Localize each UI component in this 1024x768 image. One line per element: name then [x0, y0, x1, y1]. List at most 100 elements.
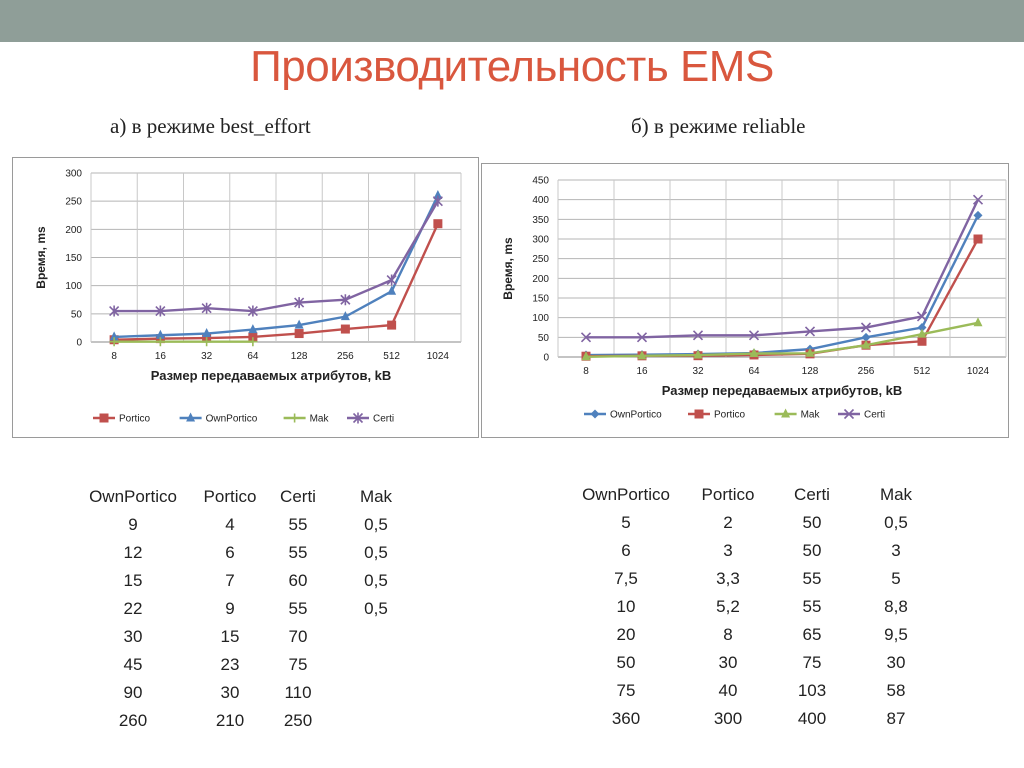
- right-table-cell: 9,5: [884, 625, 908, 644]
- left-table-cell: 15: [220, 627, 240, 646]
- point-certi: [247, 305, 258, 317]
- series-line-ownportico: [114, 195, 439, 339]
- right-table-cell: 5: [891, 569, 901, 588]
- left-table-cell: 70: [288, 627, 308, 646]
- y-tick-label: 200: [532, 274, 549, 285]
- point-portico: [917, 336, 927, 346]
- left-table-cell: 9: [225, 599, 235, 618]
- table-best-effort: OwnPortico 9 12 15 22 30 45 90 260 Portico 4 6 7 9 15 2…: [80, 483, 410, 743]
- right-table-cell: 300: [713, 709, 743, 728]
- x-axis-title: Размер передаваемых атрибутов, kB: [662, 383, 903, 398]
- point-certi: [636, 332, 648, 343]
- y-tick-label: 250: [532, 254, 549, 265]
- y-axis-title: Время, ms: [501, 237, 515, 300]
- right-table-cell: 5: [621, 513, 631, 532]
- right-table-cell: 3: [723, 541, 733, 560]
- left-table-cell: 60: [288, 571, 308, 590]
- point-ownportico: [202, 328, 212, 338]
- point-ownportico: [248, 324, 258, 334]
- legend-marker-portico: [99, 413, 109, 423]
- point-mak: [581, 351, 591, 361]
- point-mak: [155, 337, 165, 347]
- left-table-cell: 30: [220, 683, 240, 702]
- legend-label-portico: Portico: [119, 414, 151, 425]
- point-mak: [973, 317, 983, 327]
- left-table-cell: 75: [288, 655, 308, 674]
- x-tick-label: 256: [337, 351, 354, 362]
- point-certi: [109, 305, 120, 317]
- point-certi: [748, 330, 760, 341]
- right-table-cell: 5,2: [716, 597, 740, 616]
- y-tick-label: 350: [532, 215, 549, 226]
- left-table-cell: 0,5: [364, 599, 388, 618]
- legend-label-portico: Portico: [714, 410, 746, 421]
- left-table-column: OwnPortico 9 12 15 22 30 45 90 260: [78, 483, 188, 735]
- x-tick-label: 512: [383, 351, 400, 362]
- point-mak: [202, 337, 212, 347]
- chart-best-effort-svg: 0 50 100 150 200 250 300 8 16 32 64 128 256 512 1024 Вр…: [34, 169, 462, 425]
- point-certi: [972, 194, 984, 205]
- x-tick-label: 512: [914, 366, 931, 377]
- right-table-cell: 75: [802, 653, 822, 672]
- right-table-cell: 20: [616, 625, 636, 644]
- right-table-header: OwnPortico: [582, 485, 670, 504]
- x-tick-label: 1024: [967, 366, 990, 377]
- y-tick-label: 400: [532, 195, 549, 206]
- point-certi: [804, 326, 816, 337]
- left-table-cell: 55: [288, 599, 308, 618]
- x-axis-title: Размер передаваемых атрибутов, kB: [151, 368, 392, 383]
- point-portico: [387, 320, 397, 330]
- right-table-header: Certi: [794, 485, 830, 504]
- right-table-cell: 2: [723, 513, 733, 532]
- x-tick-label: 256: [858, 366, 875, 377]
- point-certi: [340, 294, 351, 306]
- right-table-cell: 6: [621, 541, 631, 560]
- series-line-portico: [114, 223, 439, 341]
- series-line-mak: [585, 321, 979, 359]
- right-table-cell: 3,3: [716, 569, 740, 588]
- right-table-cell: 360: [611, 709, 641, 728]
- point-portico: [294, 329, 304, 339]
- point-certi: [201, 302, 212, 314]
- y-tick-label: 0: [76, 338, 82, 349]
- x-tick-label: 16: [155, 351, 167, 362]
- right-table-column: Certi 50 50 55 55 65 75 103 400: [757, 481, 867, 733]
- point-certi: [432, 195, 443, 207]
- right-table-cell: 7,5: [614, 569, 638, 588]
- right-table-cell: 10: [616, 597, 636, 616]
- legend-marker-mak: [781, 408, 791, 418]
- point-certi: [916, 311, 928, 322]
- right-table-cell: 50: [802, 541, 822, 560]
- point-portico: [340, 324, 350, 334]
- x-tick-label: 8: [111, 351, 117, 362]
- y-tick-label: 150: [532, 294, 549, 305]
- point-portico: [248, 332, 258, 342]
- slide-title: Производительность EMS: [250, 42, 774, 91]
- legend-label-ownportico: OwnPortico: [206, 414, 258, 425]
- legend-marker-ownportico: [590, 409, 600, 419]
- subtitle-reliable: б) в режиме reliable: [631, 114, 806, 138]
- x-tick-label: 1024: [427, 351, 450, 362]
- left-table-cell: 23: [220, 655, 240, 674]
- y-axis-title: Время, ms: [34, 226, 48, 289]
- point-mak: [248, 337, 258, 347]
- left-table-cell: 0,5: [364, 571, 388, 590]
- left-table-cell: 250: [283, 711, 313, 730]
- right-table-cell: 0,5: [884, 513, 908, 532]
- left-table-cell: 110: [284, 683, 312, 702]
- series-line-certi: [586, 199, 980, 339]
- left-table-header: Mak: [359, 487, 393, 506]
- series-line-certi: [114, 200, 439, 313]
- left-table-cell: 15: [123, 571, 143, 590]
- left-table-cell: 90: [123, 683, 143, 702]
- right-table-cell: 50: [802, 513, 822, 532]
- chart-reliable: 0 50 100 150 200 250 300 350 400 450 8 16 32 64 128 256…: [481, 163, 1009, 438]
- right-table-cell: 40: [718, 681, 738, 700]
- legend-marker-certi: [843, 408, 855, 420]
- left-table-cell: 260: [118, 711, 148, 730]
- x-tick-label: 32: [201, 351, 213, 362]
- point-mak: [749, 348, 759, 358]
- right-table-cell: 400: [797, 709, 827, 728]
- chart-reliable-svg: 0 50 100 150 200 250 300 350 400 450 8 16 32 64 128 256…: [501, 176, 1007, 421]
- x-tick-label: 32: [692, 366, 704, 377]
